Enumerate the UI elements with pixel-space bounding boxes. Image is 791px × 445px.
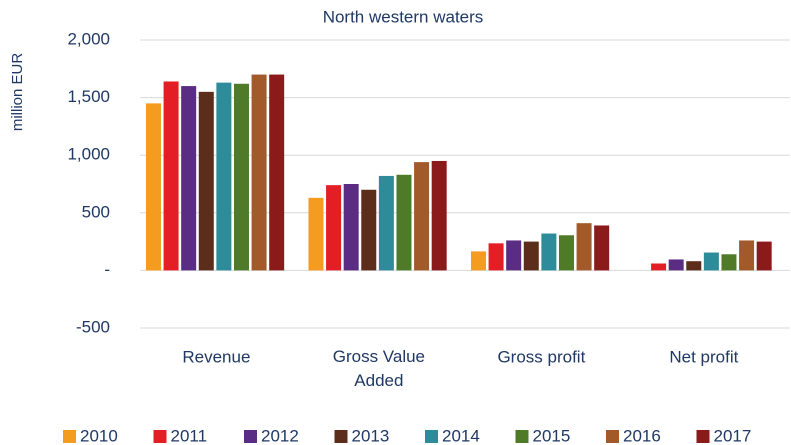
bar [756,241,772,271]
bar [523,241,539,271]
legend-swatch [244,430,257,443]
y-tick-label: - [104,260,110,279]
bar [198,91,214,271]
legend-swatch [425,430,438,443]
bar [233,83,249,271]
bar [251,74,267,271]
x-tick-label: Gross Value Added [333,347,425,390]
y-tick-label: 500 [82,202,110,221]
chart-title: North western waters [323,7,484,26]
x-tick-label: Gross profit [497,347,585,366]
bar [703,252,719,271]
bar [216,82,232,271]
legend-label: 2016 [623,426,661,445]
bar [181,86,197,271]
legend-label: 2013 [352,426,390,445]
legend-label: 2017 [714,426,752,445]
bar [378,175,394,271]
bar [431,160,447,271]
bar [739,240,755,271]
bar [396,174,412,271]
bar [488,243,504,271]
bar [558,235,574,271]
legend-swatch [153,430,167,443]
legend-swatch [606,430,619,443]
x-tick-label: Revenue [182,347,250,366]
bar [506,240,522,271]
bar [145,103,161,271]
y-tick-label: -500 [76,317,110,336]
bar [326,185,342,271]
bar [163,81,179,271]
bar [668,259,684,271]
y-axis-title: million EUR [9,53,26,132]
bar [269,74,285,271]
x-tick-label: Net profit [669,347,738,366]
legend-label: 2010 [80,426,118,445]
bar [576,223,592,271]
bar [686,261,702,271]
legend-swatch [515,430,529,443]
bar [343,184,359,271]
y-tick-label: 1,500 [67,87,110,106]
legend-swatch [696,430,710,443]
bar [470,251,486,271]
bar [541,233,557,271]
legend-swatch [334,430,348,443]
legend-swatch [63,430,76,443]
legend-label: 2012 [261,426,299,445]
bar [594,225,610,271]
legend-label: 2015 [533,426,571,445]
bar [414,162,430,271]
bar [361,189,377,271]
bar [721,254,737,271]
y-tick-label: 1,000 [67,145,110,164]
y-tick-label: 2,000 [67,29,110,48]
bar [308,197,324,271]
legend-label: 2011 [171,426,208,445]
legend-label: 2014 [442,426,480,445]
bar [651,263,667,271]
